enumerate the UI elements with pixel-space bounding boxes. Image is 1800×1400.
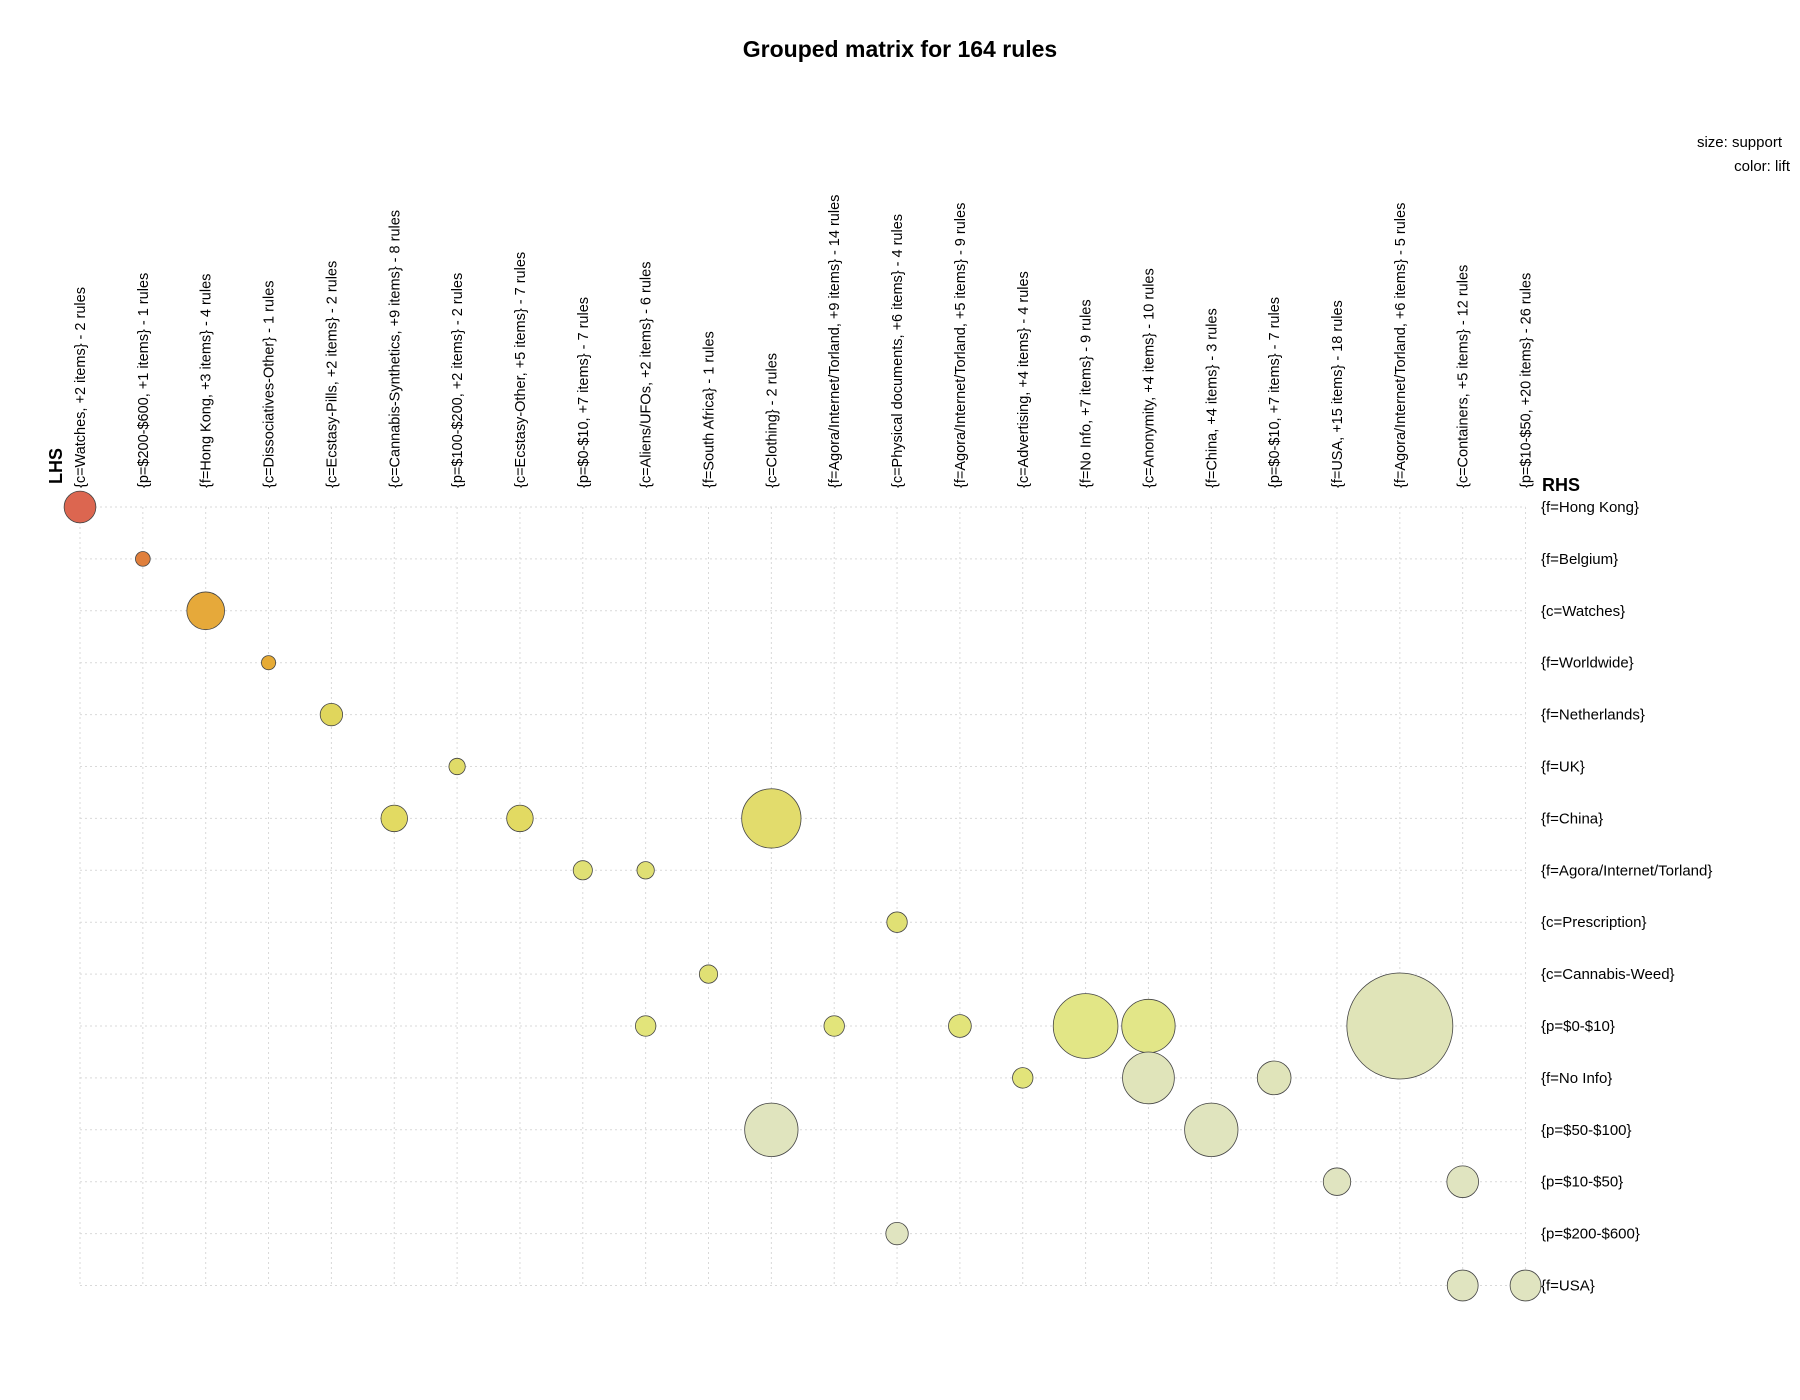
bubble — [380, 804, 408, 833]
lhs-label: {f=Hong Kong, +3 items} - 4 rules — [199, 274, 215, 488]
lhs-label: {c=Aliens/UFOs, +2 items} - 6 rules — [639, 262, 655, 488]
rhs-label: {c=Prescription} — [1541, 914, 1646, 931]
legend-color: color: lift — [1734, 158, 1791, 175]
rhs-label: {f=Worldwide} — [1541, 655, 1634, 672]
grid-lines — [79, 506, 1527, 1286]
lhs-label: {f=Agora/Internet/Torland, +5 items} - 9… — [953, 203, 969, 488]
bubble — [1446, 1269, 1479, 1302]
rhs-label: {f=Netherlands} — [1541, 707, 1645, 724]
lhs-label: {f=USA, +15 items} - 18 rules — [1330, 300, 1346, 488]
lhs-label: {c=Cannabis-Synthetics, +9 items} - 8 ru… — [387, 210, 403, 488]
bubble — [1184, 1102, 1239, 1157]
bubble — [823, 1015, 845, 1037]
lhs-label: {p=$0-$10, +7 items} - 7 rules — [1267, 297, 1283, 488]
bubble — [635, 1015, 657, 1037]
lhs-label: {c=Physical documents, +6 items} - 4 rul… — [890, 214, 906, 488]
bubble — [1122, 1051, 1175, 1105]
lhs-label: {f=China, +4 items} - 3 rules — [1204, 308, 1220, 488]
lhs-label: {c=Containers, +5 items} - 12 rules — [1456, 265, 1472, 488]
bubble-layer — [63, 490, 1542, 1302]
bubble — [885, 1221, 909, 1246]
lhs-label: {c=Ecstasy-Pills, +2 items} - 2 rules — [324, 261, 340, 488]
bubble — [1322, 1167, 1352, 1196]
bubble — [186, 591, 225, 631]
lhs-label: {f=No Info, +7 items} - 9 rules — [1079, 299, 1095, 488]
lhs-label: {p=$10-$50, +20 items} - 26 rules — [1519, 273, 1535, 488]
legend-size: size: support — [1697, 134, 1783, 151]
rhs-label: {f=Agora/Internet/Torland} — [1541, 862, 1712, 879]
bubble — [261, 655, 277, 671]
rhs-label: {c=Watches} — [1541, 603, 1625, 620]
bubble — [63, 490, 97, 524]
rhs-label: {p=$0-$10} — [1541, 1018, 1615, 1035]
rhs-label: {c=Cannabis-Weed} — [1541, 966, 1675, 983]
bubble — [319, 702, 344, 727]
lhs-label: {p=$100-$200, +2 items} - 2 rules — [450, 273, 466, 488]
lhs-label: {f=South Africa} - 1 rules — [702, 331, 718, 488]
chart-title: Grouped matrix for 164 rules — [743, 36, 1057, 62]
bubble — [1509, 1269, 1542, 1302]
bubble — [886, 911, 908, 933]
lhs-labels: {c=Watches, +2 items} - 2 rules {p=$200-$… — [73, 195, 1535, 488]
rhs-axis-title: RHS — [1542, 475, 1580, 495]
lhs-label: {c=Anonymity, +4 items} - 10 rules — [1141, 268, 1157, 488]
bubble — [135, 551, 151, 567]
bubble — [636, 861, 655, 880]
bubble — [448, 757, 466, 776]
rhs-label: {f=No Info} — [1541, 1070, 1612, 1087]
bubble — [1446, 1165, 1479, 1198]
bubble — [506, 804, 534, 833]
lhs-label: {c=Advertising, +4 items} - 4 rules — [1016, 271, 1032, 488]
lhs-axis-title: LHS — [46, 448, 66, 484]
rhs-label: {p=$10-$50} — [1541, 1174, 1623, 1191]
rhs-label: {f=USA} — [1541, 1278, 1595, 1295]
rhs-label: {f=China} — [1541, 810, 1603, 827]
bubble — [572, 860, 593, 881]
bubble — [698, 964, 719, 984]
bubble — [1256, 1060, 1292, 1096]
rhs-label: {f=Belgium} — [1541, 551, 1618, 568]
lhs-label: {f=Agora/Internet/Torland, +6 items} - 5… — [1393, 203, 1409, 488]
lhs-label: {c=Dissociatives-Other} - 1 rules — [262, 280, 278, 488]
bubble — [1012, 1067, 1034, 1089]
lhs-label: {c=Ecstasy-Other, +5 items} - 7 rules — [513, 252, 529, 488]
bubble — [741, 788, 802, 849]
lhs-label: {p=$200-$600, +1 items} - 1 rules — [136, 273, 152, 488]
rhs-label: {p=$50-$100} — [1541, 1122, 1632, 1139]
lhs-label: {c=Watches, +2 items} - 2 rules — [73, 287, 89, 488]
bubble — [1052, 993, 1119, 1059]
rhs-labels: {f=Hong Kong} {f=Belgium} {c=Watches} {f=Wo… — [1541, 499, 1712, 1295]
rhs-label: {p=$200-$600} — [1541, 1226, 1640, 1243]
lhs-label: {f=Agora/Internet/Torland, +9 items} - 1… — [827, 195, 843, 488]
rhs-label: {f=Hong Kong} — [1541, 499, 1639, 516]
lhs-label: {p=$0-$10, +7 items} - 7 rules — [576, 297, 592, 488]
lhs-label: {c=Clothing} - 2 rules — [764, 353, 780, 488]
bubble — [1346, 972, 1454, 1080]
bubble — [948, 1014, 972, 1038]
bubble — [744, 1102, 799, 1157]
bubble — [1121, 998, 1176, 1054]
rhs-label: {f=UK} — [1541, 759, 1585, 776]
